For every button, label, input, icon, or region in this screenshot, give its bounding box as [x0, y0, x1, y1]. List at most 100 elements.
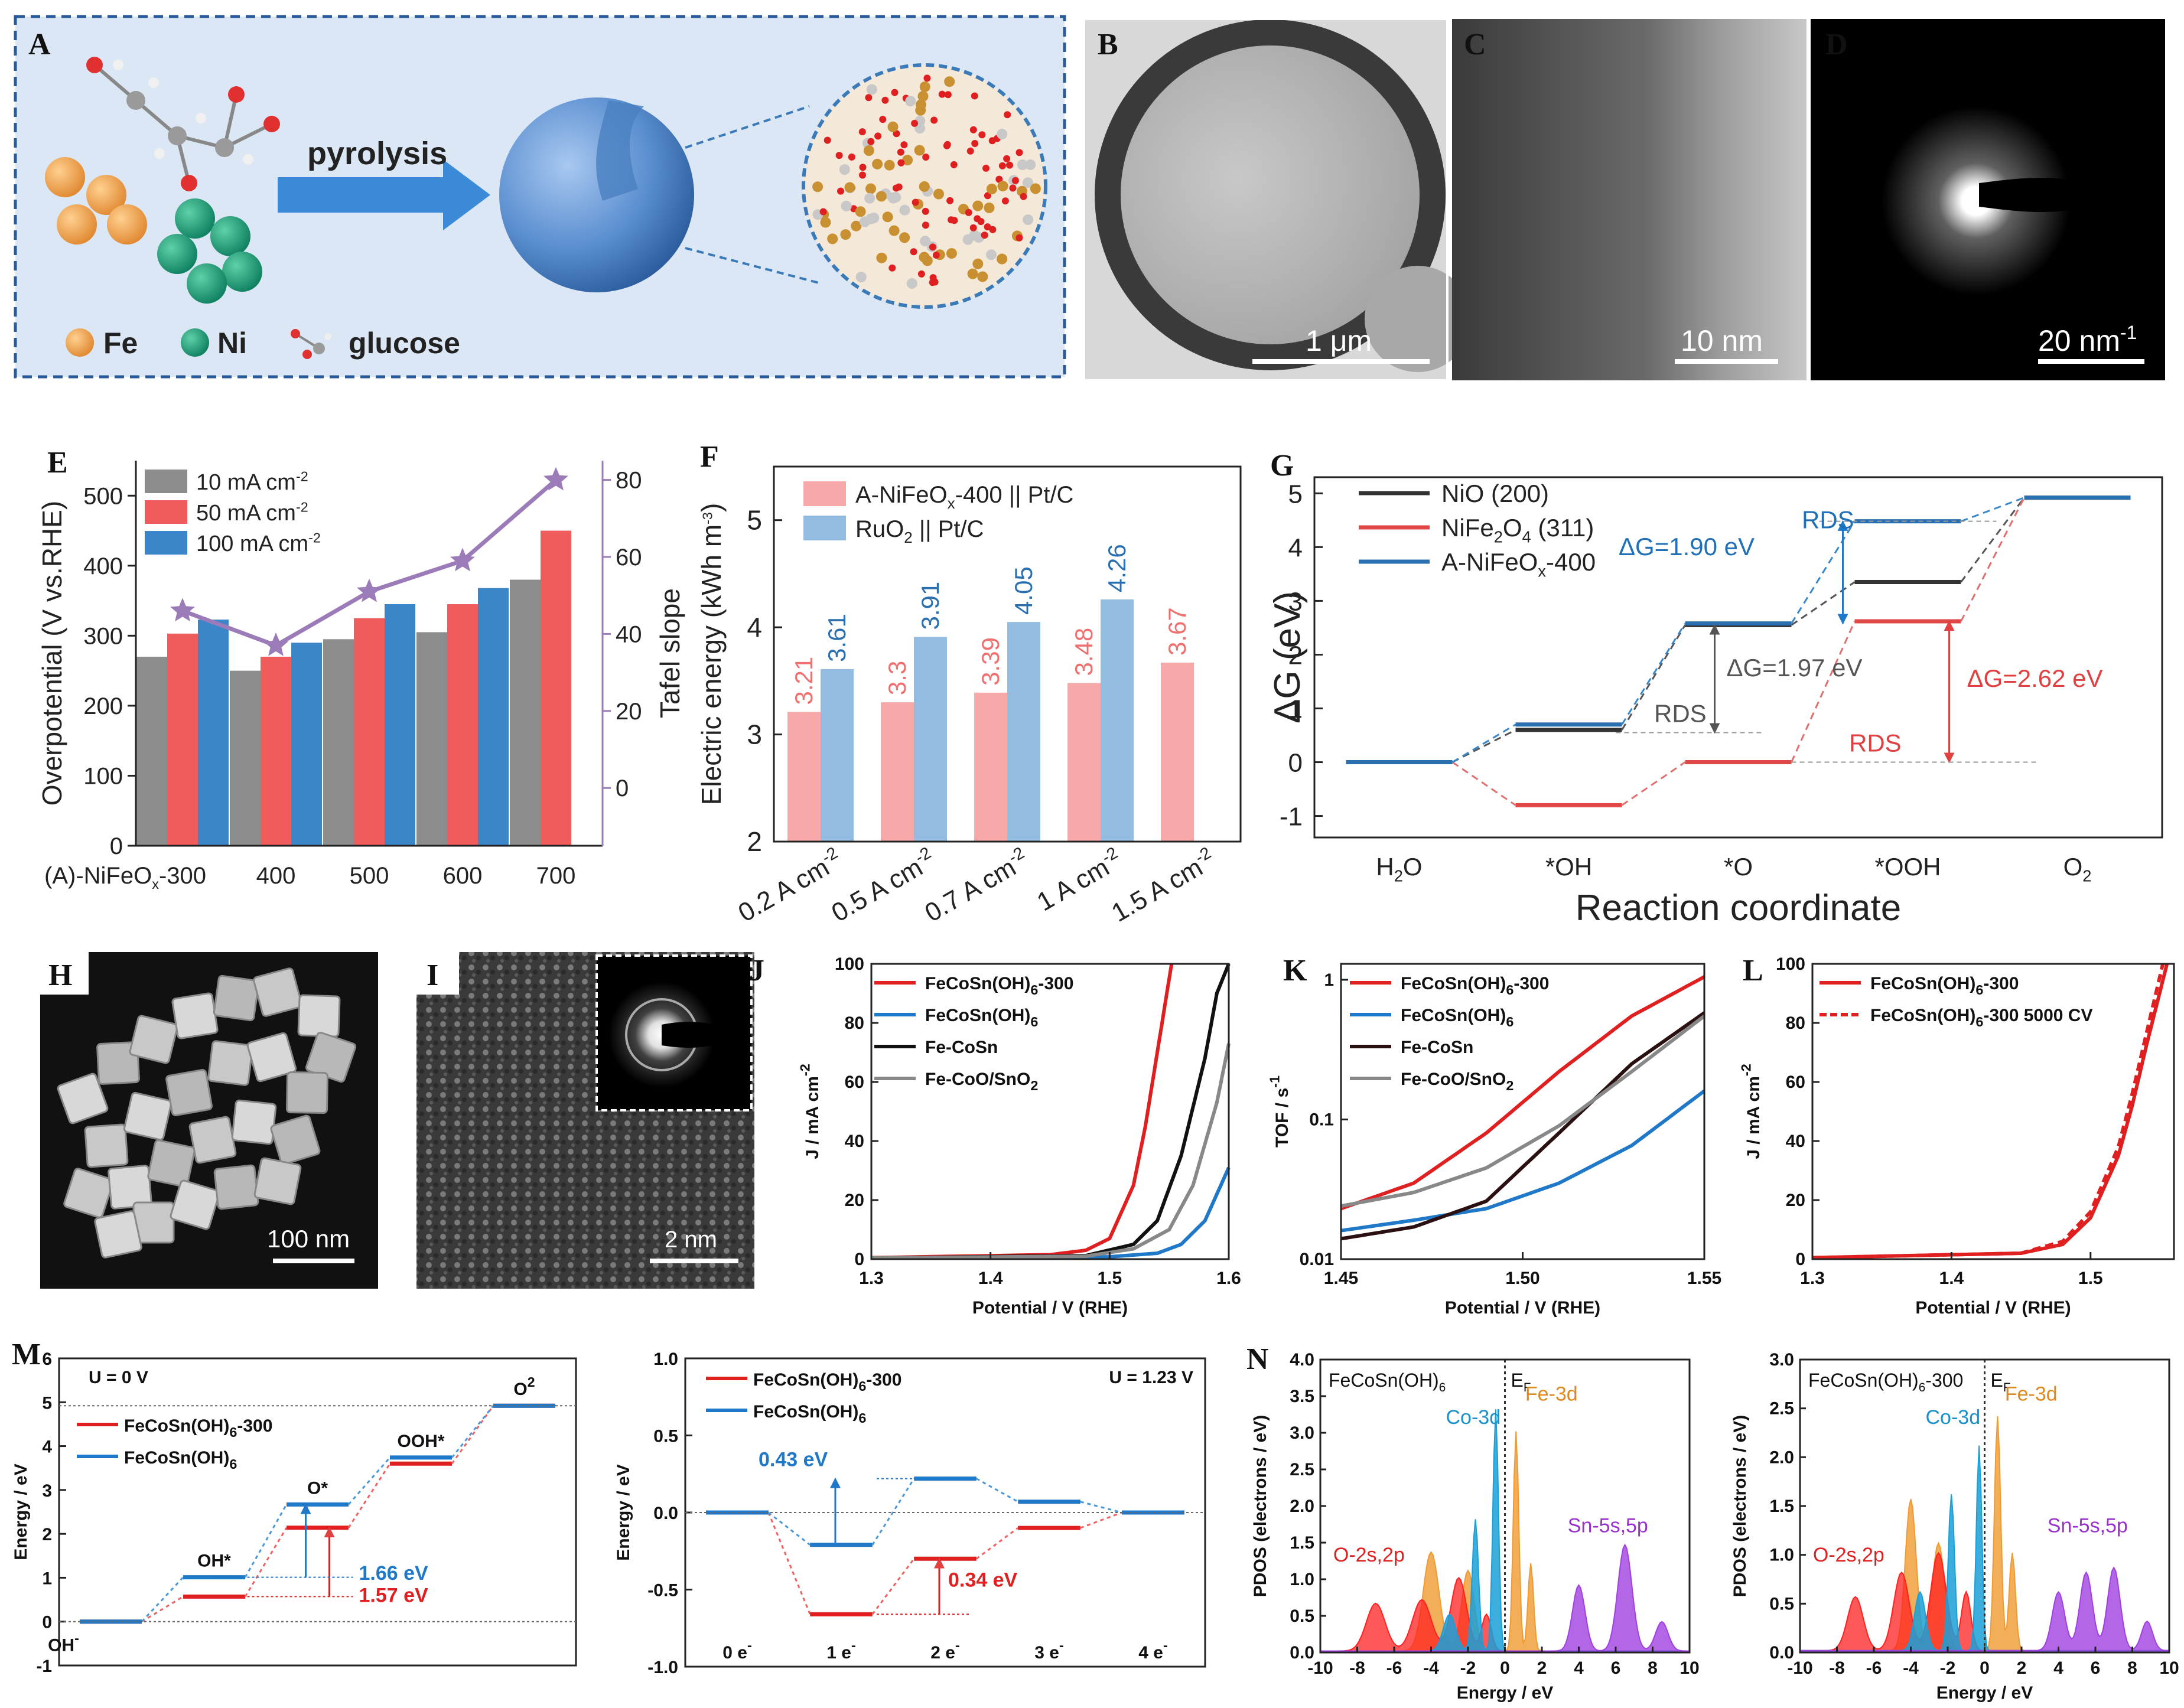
- y-tick-label: 0.1: [1309, 1110, 1334, 1129]
- nanocube: [129, 1015, 178, 1064]
- nanocube: [147, 1139, 196, 1188]
- panel-c-hrtem: C 10 nm: [1452, 19, 1807, 380]
- x-tick-label: 500: [350, 863, 389, 889]
- x-tick-label: 700: [536, 863, 576, 889]
- y-tick-label: 5: [747, 505, 762, 536]
- energy-connector: [244, 1504, 288, 1578]
- bar-value-label: 4.26: [1103, 544, 1131, 592]
- x-tick-label: -10: [1787, 1658, 1812, 1678]
- lattice-atom: [1017, 159, 1028, 170]
- lattice-atom: [919, 81, 930, 92]
- y-tick-label: 0: [854, 1250, 864, 1269]
- bar-10-ma-cm-2: [136, 656, 167, 846]
- nanocube: [63, 1168, 114, 1218]
- panel-label-i: I: [427, 959, 438, 992]
- y-tick-label: 0.5: [1769, 1594, 1794, 1614]
- bar-10-ma-cm-2: [230, 670, 261, 846]
- lattice-atom: [900, 141, 908, 149]
- lattice-atom: [1015, 149, 1023, 157]
- y-tick-label: 20: [845, 1191, 864, 1210]
- y-tick-label: 3: [747, 719, 762, 750]
- y-tick-label: 1: [42, 1569, 52, 1588]
- panel-label-j: J: [749, 954, 764, 987]
- legend-label: 50 mA cm-2: [196, 500, 308, 526]
- panel-label-n: N: [1246, 1342, 1269, 1376]
- lattice-atom: [851, 220, 862, 232]
- y-tick-label: 100: [1776, 954, 1805, 974]
- legend-label: FeCoSn(OH)6-300: [1401, 974, 1549, 998]
- axes-frame: [1313, 476, 2163, 839]
- bar-50-ma-cm-2: [354, 618, 385, 846]
- y-tick-label: 60: [845, 1073, 864, 1092]
- nanocube: [246, 1032, 297, 1083]
- y-tick-label: 2.5: [1769, 1399, 1794, 1419]
- energy-connector: [1960, 497, 2025, 622]
- y-tick-label: 0: [110, 833, 123, 859]
- x-tick-label: 1.3: [1800, 1269, 1825, 1288]
- lattice-atom: [879, 116, 887, 123]
- energy-connector: [141, 1576, 184, 1622]
- nanocube: [170, 1179, 220, 1230]
- electron-step-label: 0 e-: [722, 1638, 752, 1663]
- beam-stopper: [1979, 178, 2127, 212]
- x-tick-label: -10: [1307, 1658, 1333, 1678]
- pdos-label: Fe-3d: [2005, 1383, 2058, 1405]
- lattice-atom: [916, 99, 927, 110]
- lattice-atom: [984, 192, 991, 200]
- lattice-atom: [888, 225, 900, 236]
- y-tick-label: 500: [83, 483, 123, 509]
- energy-connector: [1621, 624, 1686, 731]
- lattice-atom: [890, 192, 901, 203]
- x-tick-label: -8: [1829, 1658, 1845, 1678]
- bar-50-ma-cm-2: [447, 604, 478, 846]
- lattice-atom: [899, 232, 910, 243]
- bar-energy: [974, 692, 1007, 842]
- x-tick-label: 0: [1500, 1658, 1510, 1678]
- x-tick-label: -4: [1423, 1658, 1439, 1678]
- pdos-area-sn-5s-5p: [1799, 1566, 2170, 1653]
- lattice-atom: [969, 224, 977, 232]
- lattice-atom: [989, 226, 997, 233]
- diffraction-halo: [1882, 106, 2071, 295]
- x-tick-label: 10: [1680, 1658, 1699, 1678]
- lattice-atom: [944, 76, 955, 87]
- nanocube: [188, 1116, 237, 1164]
- lattice-atom: [984, 223, 991, 231]
- pdos-label: Co-3d: [1446, 1406, 1501, 1429]
- electron-step-label: 4 e-: [1138, 1638, 1168, 1663]
- pyrolysis-label: pyrolysis: [307, 136, 447, 171]
- nanocube: [286, 1071, 328, 1114]
- y2-tick-label: 0: [616, 775, 629, 801]
- lattice-atom: [897, 148, 904, 156]
- scale-label-b: 1 μm: [1306, 324, 1372, 357]
- lattice-atom: [859, 164, 867, 171]
- y-tick-label: 200: [83, 693, 123, 719]
- x-tick-label: 1.5: [1097, 1269, 1122, 1288]
- ni-legend-label: Ni: [217, 327, 247, 360]
- barrier-label-blue: 1.66 eV: [359, 1562, 429, 1585]
- bar-50-ma-cm-2: [261, 656, 291, 846]
- y-tick-label: 60: [1786, 1073, 1805, 1092]
- lattice-atom: [966, 147, 974, 155]
- energy-connector: [976, 1478, 1018, 1503]
- lattice-atom: [971, 92, 978, 100]
- panel-label-a: A: [28, 28, 51, 61]
- panel-label-l: L: [1743, 954, 1763, 987]
- nanocube: [57, 1073, 109, 1124]
- series-line: [871, 1043, 1231, 1260]
- y-axis-title: J / mA cm-2: [798, 1064, 822, 1159]
- nanocube: [231, 1099, 277, 1145]
- lattice-atom: [922, 207, 929, 215]
- bar-100-ma-cm-2: [198, 620, 229, 846]
- nanocube: [94, 1210, 142, 1259]
- y-tick-label: 400: [83, 553, 123, 579]
- electron-step-label: 3 e-: [1034, 1638, 1064, 1663]
- lattice-atom: [986, 249, 997, 260]
- energy-connector: [871, 1558, 915, 1615]
- lattice-atom: [969, 126, 977, 133]
- legend-label: Fe-CoO/SnO2: [925, 1070, 1038, 1093]
- lattice-atom: [997, 253, 1008, 265]
- lattice-atom: [950, 161, 958, 168]
- x-tick-label: 1.55: [1687, 1269, 1721, 1288]
- y-tick-label: 80: [845, 1013, 864, 1033]
